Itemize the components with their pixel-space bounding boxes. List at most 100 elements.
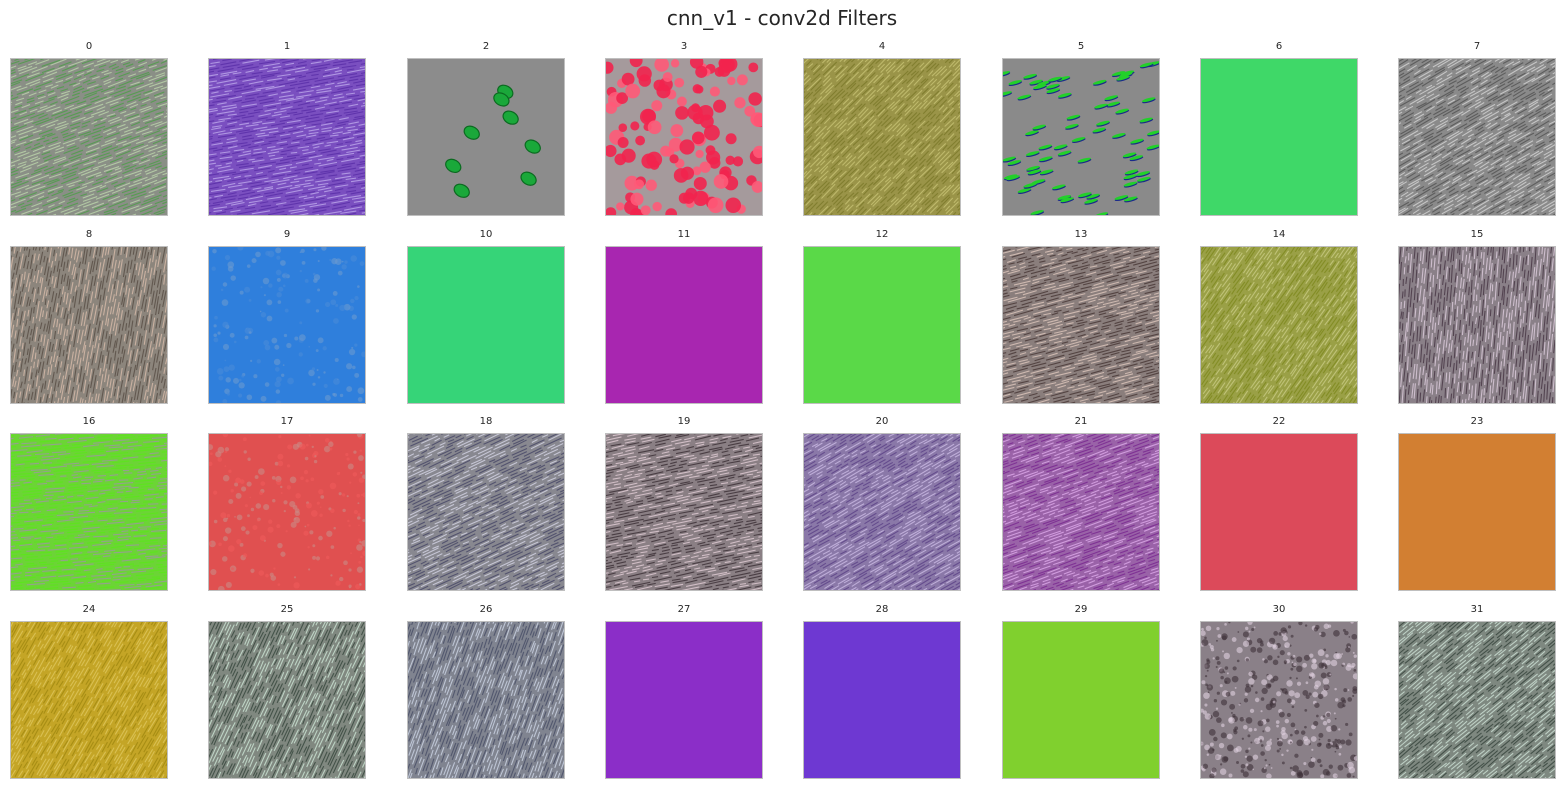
filter-cell: 29 — [1002, 603, 1160, 781]
filter-image — [407, 58, 565, 216]
figure-title: cnn_v1 - conv2d Filters — [0, 4, 1564, 32]
filter-image — [407, 246, 565, 404]
filter-texture — [804, 622, 960, 778]
filter-image — [407, 621, 565, 779]
filter-cell: 26 — [407, 603, 565, 781]
filter-label: 3 — [605, 40, 763, 54]
filter-image — [208, 58, 366, 216]
filter-texture — [408, 247, 564, 403]
filter-texture — [11, 434, 167, 590]
filter-label: 2 — [407, 40, 565, 54]
filter-label: 27 — [605, 603, 763, 617]
filter-cell: 16 — [10, 415, 168, 593]
filter-label: 29 — [1002, 603, 1160, 617]
filter-texture — [11, 622, 167, 778]
filter-image — [1398, 246, 1556, 404]
filter-label: 5 — [1002, 40, 1160, 54]
filter-texture — [209, 434, 365, 590]
filter-label: 15 — [1398, 228, 1556, 242]
filter-texture — [606, 434, 762, 590]
filter-label: 16 — [10, 415, 168, 429]
filter-cell: 2 — [407, 40, 565, 218]
filter-label: 7 — [1398, 40, 1556, 54]
filter-cell: 3 — [605, 40, 763, 218]
filter-image — [10, 433, 168, 591]
filter-cell: 0 — [10, 40, 168, 218]
filter-texture — [1399, 247, 1555, 403]
filter-label: 31 — [1398, 603, 1556, 617]
filter-texture — [606, 59, 762, 215]
filter-cell: 31 — [1398, 603, 1556, 781]
filter-label: 19 — [605, 415, 763, 429]
filter-cell: 8 — [10, 228, 168, 406]
filter-texture — [606, 247, 762, 403]
filter-image — [10, 621, 168, 779]
filter-cell: 20 — [803, 415, 961, 593]
filter-label: 25 — [208, 603, 366, 617]
filter-cell: 13 — [1002, 228, 1160, 406]
filter-texture — [408, 622, 564, 778]
filter-cell: 27 — [605, 603, 763, 781]
filter-label: 4 — [803, 40, 961, 54]
filter-cell: 18 — [407, 415, 565, 593]
filter-cell: 24 — [10, 603, 168, 781]
filter-cell: 10 — [407, 228, 565, 406]
filter-image — [605, 621, 763, 779]
filter-label: 14 — [1200, 228, 1358, 242]
filter-label: 28 — [803, 603, 961, 617]
filter-texture — [1399, 59, 1555, 215]
filter-texture — [804, 247, 960, 403]
filter-cell: 11 — [605, 228, 763, 406]
filter-label: 30 — [1200, 603, 1358, 617]
filter-image — [1200, 246, 1358, 404]
filter-cell: 15 — [1398, 228, 1556, 406]
filter-image — [208, 246, 366, 404]
filter-image — [208, 621, 366, 779]
filter-cell: 4 — [803, 40, 961, 218]
filter-texture — [804, 434, 960, 590]
filter-image — [605, 246, 763, 404]
filter-texture — [209, 622, 365, 778]
filter-label: 10 — [407, 228, 565, 242]
filter-image — [10, 58, 168, 216]
filter-label: 12 — [803, 228, 961, 242]
filter-image — [1002, 433, 1160, 591]
filter-label: 9 — [208, 228, 366, 242]
filter-texture — [408, 434, 564, 590]
filter-label: 0 — [10, 40, 168, 54]
filter-texture — [11, 247, 167, 403]
filter-cell: 12 — [803, 228, 961, 406]
filter-texture — [1201, 434, 1357, 590]
filter-image — [1200, 433, 1358, 591]
filter-cell: 30 — [1200, 603, 1358, 781]
filter-cell: 28 — [803, 603, 961, 781]
filter-image — [1200, 621, 1358, 779]
filter-texture — [11, 59, 167, 215]
filter-image — [803, 433, 961, 591]
filter-label: 18 — [407, 415, 565, 429]
filter-texture — [1003, 434, 1159, 590]
filter-label: 11 — [605, 228, 763, 242]
filter-cell: 19 — [605, 415, 763, 593]
filter-image — [407, 433, 565, 591]
filter-image — [1398, 621, 1556, 779]
filter-label: 23 — [1398, 415, 1556, 429]
filter-texture — [408, 59, 564, 215]
filter-texture — [1201, 59, 1357, 215]
filter-image — [1002, 58, 1160, 216]
filter-label: 1 — [208, 40, 366, 54]
filter-cell: 25 — [208, 603, 366, 781]
filter-cell: 21 — [1002, 415, 1160, 593]
filter-cell: 6 — [1200, 40, 1358, 218]
filter-texture — [209, 247, 365, 403]
filter-texture — [1003, 59, 1159, 215]
filter-image — [208, 433, 366, 591]
filter-image — [1398, 433, 1556, 591]
filter-texture — [1399, 622, 1555, 778]
filter-image — [1002, 246, 1160, 404]
filter-label: 24 — [10, 603, 168, 617]
filter-cell: 22 — [1200, 415, 1358, 593]
filter-cell: 14 — [1200, 228, 1358, 406]
filter-image — [1200, 58, 1358, 216]
filter-cell: 23 — [1398, 415, 1556, 593]
